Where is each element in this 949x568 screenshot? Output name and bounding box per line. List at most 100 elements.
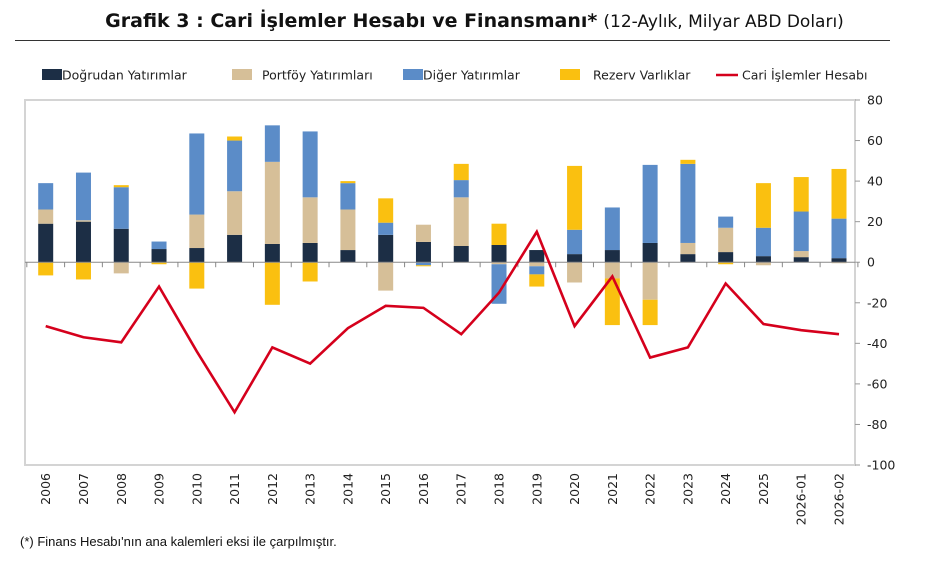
bar-rezerv-varlıklar [793, 177, 809, 212]
y-tick-label: -80 [867, 417, 887, 432]
x-tick-label: 2017 [454, 473, 469, 505]
bar-rezerv-varlıklar [75, 262, 91, 280]
bar-rezerv-varlıklar [529, 274, 545, 287]
bar-diğer-yatırımlar [264, 125, 280, 162]
bar-diğer-yatırımlar [151, 241, 167, 250]
bar-diğer-yatırımlar [302, 131, 318, 198]
chart-subtitle: (12-Aylık, Milyar ABD Doları) [603, 12, 844, 32]
legend-swatch [560, 69, 580, 80]
bar-diğer-yatırımlar [680, 163, 696, 243]
bar-doğrudan-yatırımlar [642, 242, 658, 263]
chart-title: Grafik 3 : Cari İşlemler Hesabı ve Finan… [0, 10, 949, 32]
bar-portföy-yatırımları [604, 262, 620, 279]
bar-doğrudan-yatırımlar [831, 258, 847, 263]
bar-rezerv-varlıklar [302, 262, 318, 282]
bar-diğer-yatırımlar [567, 229, 583, 255]
bar-diğer-yatırımlar [75, 172, 91, 221]
bar-rezerv-varlıklar [38, 262, 54, 276]
bar-doğrudan-yatırımlar [453, 246, 469, 263]
bar-rezerv-varlıklar [642, 299, 658, 326]
bar-portföy-yatırımları [415, 224, 431, 242]
bar-rezerv-varlıklar [718, 262, 734, 265]
bar-rezerv-varlıklar [755, 183, 771, 228]
bar-diğer-yatırımlar [793, 211, 809, 252]
x-tick-label: 2006 [38, 473, 53, 505]
y-tick-label: -20 [867, 295, 887, 310]
x-tick-label: 2019 [529, 473, 544, 505]
bar-rezerv-varlıklar [151, 262, 167, 265]
bar-portföy-yatırımları [680, 242, 696, 255]
footnote: (*) Finans Hesabı'nın ana kalemleri eksi… [20, 534, 337, 549]
x-tick-label: 2016 [416, 473, 431, 505]
bar-diğer-yatırımlar [113, 187, 129, 229]
legend-item: Portföy Yatırımları [232, 68, 373, 83]
legend-swatch [232, 69, 252, 80]
bar-rezerv-varlıklar [189, 262, 205, 289]
bar-portföy-yatırımları [378, 262, 394, 291]
x-tick-label: 2024 [718, 473, 733, 505]
bar-portföy-yatırımları [529, 262, 545, 267]
y-tick-label: 20 [867, 214, 883, 229]
bar-rezerv-varlıklar [113, 185, 129, 188]
x-tick-label: 2018 [492, 473, 507, 505]
bar-portföy-yatırımları [264, 161, 280, 244]
y-tick-label: 80 [867, 93, 883, 108]
bar-diğer-yatırımlar [38, 183, 54, 210]
x-tick-label: 2012 [265, 473, 280, 505]
bar-portföy-yatırımları [453, 197, 469, 246]
y-tick-label: 0 [867, 255, 875, 270]
legend-label: Portföy Yatırımları [262, 68, 373, 83]
legend-swatch [42, 69, 62, 80]
y-tick-label: 40 [867, 174, 883, 189]
bar-doğrudan-yatırımlar [491, 244, 507, 263]
bar-portföy-yatırımları [831, 262, 847, 264]
legend-label: Cari İşlemler Hesabı [742, 68, 867, 83]
legend-swatch [403, 69, 423, 80]
y-tick-label: 60 [867, 133, 883, 148]
bar-doğrudan-yatırımlar [151, 249, 167, 263]
bar-portföy-yatırımları [302, 197, 318, 243]
y-tick-label: -60 [867, 376, 887, 391]
x-tick-label: 2023 [680, 473, 695, 505]
bar-rezerv-varlıklar [453, 163, 469, 181]
x-tick-label: 2010 [189, 473, 204, 505]
bar-doğrudan-yatırımlar [529, 250, 545, 263]
bar-doğrudan-yatırımlar [113, 228, 129, 263]
x-tick-label: 2013 [303, 473, 318, 505]
x-tick-label: 2014 [340, 473, 355, 505]
legend-item: Cari İşlemler Hesabı [716, 68, 867, 83]
x-tick-label: 2009 [152, 473, 167, 505]
bar-rezerv-varlıklar [340, 181, 356, 184]
bar-diğer-yatırımlar [227, 140, 243, 192]
bar-portföy-yatırımları [113, 262, 129, 274]
bar-doğrudan-yatırımlar [302, 242, 318, 263]
plot-area [24, 99, 856, 466]
chart-title-main: Grafik 3 : Cari İşlemler Hesabı ve Finan… [105, 10, 598, 32]
bar-doğrudan-yatırımlar [38, 223, 54, 263]
x-tick-label: 2026-01 [794, 473, 809, 525]
bar-doğrudan-yatırımlar [415, 241, 431, 263]
x-tick-label: 2021 [605, 473, 620, 505]
x-tick-label: 2007 [76, 473, 91, 505]
legend-label: Doğrudan Yatırımlar [62, 68, 188, 83]
x-tick-label: 2022 [643, 473, 658, 505]
bar-rezerv-varlıklar [415, 265, 431, 267]
title-divider [15, 40, 890, 41]
x-tick-label: 2011 [227, 473, 242, 505]
legend-label: Diğer Yatırımlar [423, 68, 521, 83]
bar-diğer-yatırımlar [755, 227, 771, 257]
bar-portföy-yatırımları [227, 191, 243, 235]
bar-rezerv-varlıklar [491, 223, 507, 245]
bar-diğer-yatırımlar [529, 266, 545, 275]
bar-doğrudan-yatırımlar [264, 243, 280, 263]
line-cari-islemler-hesabi [45, 228, 840, 415]
bar-doğrudan-yatırımlar [680, 254, 696, 263]
bar-doğrudan-yatırımlar [227, 234, 243, 263]
bar-doğrudan-yatırımlar [567, 254, 583, 263]
bar-rezerv-varlıklar [378, 198, 394, 223]
bar-rezerv-varlıklar [227, 136, 243, 141]
bar-diğer-yatırımlar [604, 207, 620, 251]
bar-doğrudan-yatırımlar [75, 221, 91, 263]
bar-rezerv-varlıklar [264, 262, 280, 305]
